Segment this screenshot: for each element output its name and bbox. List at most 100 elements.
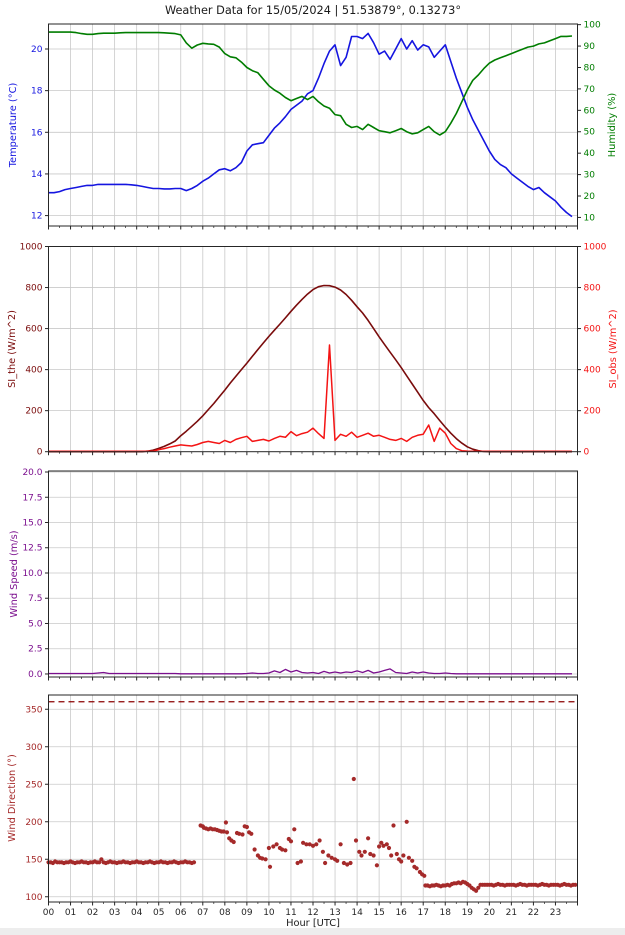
svg-text:70: 70	[584, 85, 596, 95]
data-point	[394, 851, 399, 857]
si_the-line	[48, 284, 572, 453]
data-point	[404, 819, 409, 824]
subplot-wind-direction: 100 150 200 250 300 350 00 01 02 03 04 05 06 07 08 09 10…	[25, 694, 578, 918]
data-point	[414, 866, 419, 871]
data-point	[249, 831, 254, 836]
svg-text:16: 16	[395, 908, 407, 918]
hour-axis-label: Hour [UTC]	[286, 918, 340, 929]
data-point	[474, 888, 479, 893]
svg-text:2.5: 2.5	[28, 645, 42, 655]
svg-text:03: 03	[109, 908, 120, 918]
svg-text:08: 08	[219, 908, 231, 918]
svg-text:100: 100	[584, 21, 601, 31]
svg-text:12: 12	[307, 908, 318, 918]
svg-text:10.0: 10.0	[22, 569, 42, 579]
svg-text:00: 00	[43, 908, 55, 918]
data-point	[573, 882, 578, 887]
svg-text:15: 15	[373, 908, 384, 918]
data-point	[267, 864, 273, 869]
data-point	[345, 862, 350, 867]
temperature-axis-label: Temperature (°C)	[8, 83, 19, 169]
data-point	[231, 839, 236, 845]
svg-text:400: 400	[25, 366, 42, 376]
svg-text:100: 100	[25, 893, 42, 903]
humidity-line	[48, 31, 573, 136]
svg-text:400: 400	[584, 366, 601, 376]
svg-text:90: 90	[584, 42, 596, 52]
svg-text:5.0: 5.0	[28, 619, 43, 629]
svg-text:40: 40	[584, 149, 596, 159]
data-point	[280, 847, 285, 852]
data-point	[406, 855, 411, 860]
svg-text:0: 0	[584, 448, 590, 458]
svg-text:0.0: 0.0	[28, 670, 43, 680]
subplot-temperature-humidity: 12 14 16 18 20 10 20 30 40 50 60 70 80 90 100	[31, 21, 601, 230]
data-point	[348, 860, 353, 866]
svg-text:10: 10	[584, 213, 596, 223]
temperature-line	[48, 32, 573, 218]
data-point	[362, 849, 367, 854]
svg-text:06: 06	[175, 908, 187, 918]
data-point	[391, 823, 396, 828]
svg-text:02: 02	[87, 908, 98, 918]
svg-text:04: 04	[131, 908, 143, 918]
si-the-axis-label: SI_the (W/m^2)	[7, 310, 18, 388]
data-point	[366, 836, 371, 841]
svg-text:15.0: 15.0	[22, 519, 42, 529]
svg-text:1000: 1000	[20, 243, 43, 253]
data-point	[379, 840, 384, 845]
data-point	[399, 859, 404, 864]
data-point	[314, 842, 319, 847]
data-point	[335, 858, 340, 863]
data-point	[295, 860, 300, 866]
svg-text:17.5: 17.5	[22, 493, 42, 503]
svg-text:07: 07	[197, 908, 208, 918]
data-point	[301, 840, 306, 845]
svg-text:10: 10	[263, 908, 275, 918]
data-point	[274, 842, 279, 847]
svg-text:60: 60	[584, 106, 596, 116]
subplot-wind-speed: 0.0 2.5 5.0 7.5 10.0 12.5 15.0 17.5 20.0	[22, 468, 578, 681]
svg-text:200: 200	[25, 818, 42, 828]
humidity-axis-label: Humidity (%)	[607, 93, 618, 158]
data-point	[292, 827, 297, 832]
data-point	[476, 885, 481, 890]
svg-text:600: 600	[584, 325, 601, 335]
data-point	[191, 860, 197, 865]
svg-text:20.0: 20.0	[22, 468, 42, 478]
data-point	[338, 842, 343, 847]
svg-text:350: 350	[25, 705, 42, 715]
data-point	[410, 858, 415, 863]
svg-text:200: 200	[584, 407, 601, 417]
svg-text:13: 13	[329, 908, 340, 918]
data-point	[389, 853, 394, 858]
svg-text:12.5: 12.5	[22, 544, 42, 554]
data-point	[221, 829, 226, 834]
data-point	[252, 847, 257, 852]
subplots-group: 1214161820102030405060708090100020040060…	[20, 21, 607, 918]
si_obs-line	[48, 344, 572, 453]
svg-text:21: 21	[506, 908, 517, 918]
svg-text:14: 14	[31, 170, 43, 180]
data-point	[422, 873, 427, 878]
figure-title: Weather Data for 15/05/2024 | 51.53879°,…	[165, 4, 461, 17]
svg-text:09: 09	[241, 908, 253, 918]
data-point	[298, 859, 303, 864]
svg-text:50: 50	[584, 128, 596, 138]
data-point	[377, 844, 382, 849]
data-point	[329, 855, 334, 860]
data-point	[371, 853, 376, 858]
data-point	[99, 857, 104, 862]
svg-text:800: 800	[584, 284, 601, 294]
svg-text:05: 05	[153, 908, 164, 918]
data-point	[263, 857, 268, 862]
svg-text:80: 80	[584, 63, 596, 73]
svg-text:19: 19	[462, 908, 474, 918]
data-point	[266, 845, 271, 851]
data-point	[244, 824, 249, 830]
data-point	[374, 863, 379, 868]
data-point	[260, 856, 265, 861]
svg-text:200: 200	[25, 407, 42, 417]
svg-text:12: 12	[31, 212, 42, 222]
